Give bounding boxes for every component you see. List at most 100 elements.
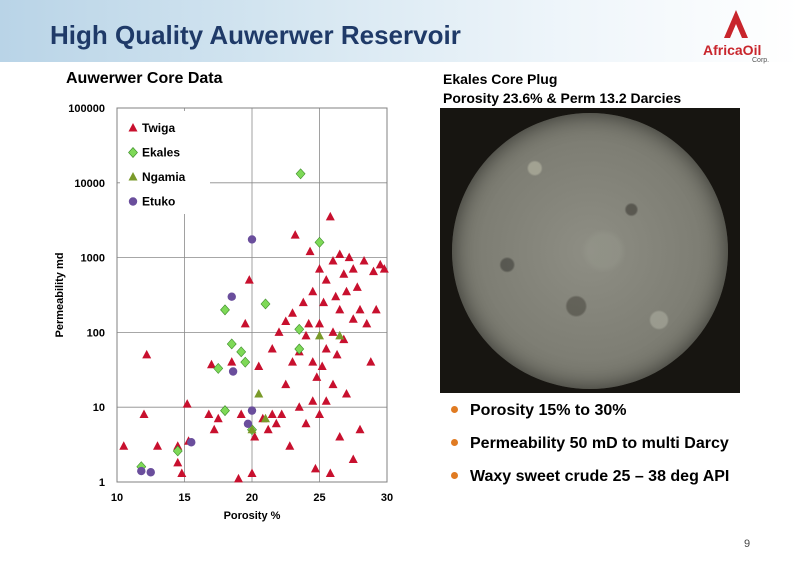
logo-sub: Corp. [752,57,770,64]
bullet-dot-icon [451,439,458,446]
plug-caption-line1: Ekales Core Plug [443,71,558,87]
etuko-point [187,438,196,447]
twiga-point [250,431,260,441]
twiga-point [310,463,320,473]
twiga-point [301,330,311,340]
twiga-point [213,413,223,423]
twiga-point [331,291,341,301]
twiga-point [315,318,324,328]
twiga-point [204,409,214,418]
twiga-point [348,454,358,463]
ngamia-point [254,389,264,398]
core-plug-disc [452,113,728,389]
twiga-point [321,396,331,405]
ngamia-point [335,330,345,340]
twiga-point [321,275,331,284]
twiga-point [319,297,329,307]
twiga-point [207,359,216,369]
header-band [0,0,800,62]
legend-marker-twiga [128,123,138,132]
legend-label-ekales: Ekales [142,146,180,160]
plug-caption-line2: Porosity 23.6% & Perm 13.2 Darcies [443,90,682,106]
y-axis-label: Permeability md [54,253,66,338]
etuko-point [247,235,257,244]
twiga-point [348,264,358,273]
etuko-point [243,419,253,428]
twiga-point [277,409,287,418]
twiga-point [173,457,183,467]
twiga-point [247,468,257,477]
ekales-point [226,338,237,350]
twiga-point [209,424,219,434]
twiga-point [274,327,284,336]
twiga-point [285,441,295,450]
ngamia-point [261,413,270,423]
twiga-point [288,308,297,317]
bullet-text: Permeability 50 mD to multi Darcy [470,435,729,452]
twiga-point [362,318,372,328]
bullet-text: Porosity 15% to 30% [470,402,627,419]
legend-marker-etuko [128,197,138,206]
twiga-point [288,357,297,366]
plot-area-frame [116,107,388,483]
legend-marker-ngamia [128,172,138,181]
twiga-point [139,409,149,418]
y-tick-label: 100000 [68,103,105,115]
twiga-point [177,468,187,477]
twiga-point [281,379,291,389]
twiga-point [317,361,327,371]
x-tick-label: 15 [178,492,190,504]
twiga-point [312,372,322,381]
twiga-point [342,389,351,398]
twiga-point [375,259,385,269]
x-axis-label: Porosity % [224,510,281,522]
twiga-point [308,357,318,366]
twiga-point [325,211,335,221]
twiga-point [315,264,324,273]
twiga-point [227,357,237,366]
twiga-point [321,343,331,353]
page-number: 9 [744,538,751,550]
twiga-point [371,304,381,314]
twiga-point [344,252,354,262]
twiga-point [328,256,338,265]
twiga-point [234,473,243,483]
logo-a-mark-icon [724,10,748,38]
etuko-point [247,406,257,415]
logo-name: AfricaOil [703,42,762,58]
y-tick-label: 100 [87,327,105,339]
ekales-point [213,362,224,374]
ekales-point [295,168,306,180]
ekales-point [172,445,183,457]
x-tick-label: 10 [111,492,123,504]
ekales-point [260,298,271,310]
x-tick-label: 25 [313,492,325,504]
twiga-point [348,314,358,323]
y-tick-label: 10 [93,402,105,414]
legend-label-etuko: Etuko [142,195,175,209]
twiga-point [355,424,365,434]
slide-title: High Quality Auwerwer Reservoir [50,20,461,50]
ngamia-point [315,330,324,340]
ekales-point [236,346,247,358]
twiga-point [342,286,351,296]
twiga-point [352,282,362,291]
twiga-point [301,418,311,428]
twiga-point [153,441,162,450]
africaoil-logo [724,10,748,38]
twiga-point [335,431,345,441]
ekales-point [314,236,325,248]
twiga-point [328,379,338,389]
twiga-point [271,418,281,428]
twiga-point [263,424,273,434]
ekales-point [294,323,305,335]
core-plug-photo [440,108,740,393]
legend-label-ngamia: Ngamia [142,170,186,184]
ekales-point [220,304,230,316]
ekales-point [220,405,230,417]
ngamia-point [247,424,257,434]
legend-label-twiga: Twiga [142,121,175,135]
twiga-point [236,409,246,418]
etuko-point [228,367,238,376]
twiga-point [308,396,318,405]
